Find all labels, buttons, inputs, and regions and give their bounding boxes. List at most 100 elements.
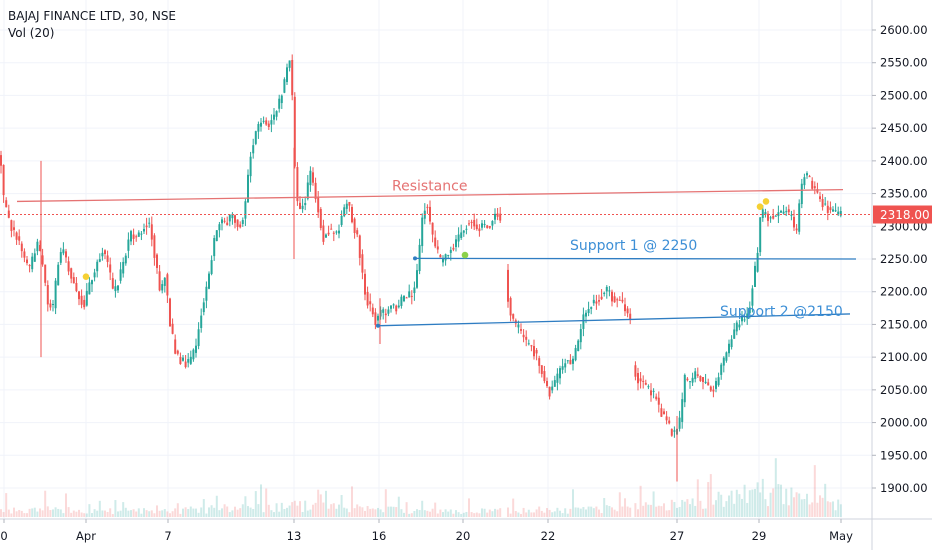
- volume-bar: [0, 509, 2, 517]
- annotation-label: Support 1 @ 2250: [570, 238, 697, 254]
- volume-bar: [122, 502, 125, 517]
- candle-body: [587, 309, 590, 314]
- volume-bar: [780, 484, 782, 517]
- candle-body: [41, 255, 44, 265]
- volume-bar: [187, 509, 190, 517]
- volume-bar: [764, 499, 767, 517]
- price-tick-label: 2350.00: [880, 187, 928, 201]
- price-axis[interactable]: 1900.00 1950.00 2000.00 2050.00 2100.00 2150.…: [872, 23, 928, 495]
- candle-body: [104, 250, 106, 255]
- candle-body: [691, 377, 694, 383]
- candle-body: [161, 284, 164, 291]
- price-tick-label: 2250.00: [880, 252, 928, 266]
- volume-bar: [707, 482, 710, 517]
- price-tick-label: 2150.00: [880, 317, 928, 331]
- volume-bar: [824, 483, 827, 517]
- candle-body: [699, 376, 702, 382]
- candle-body: [390, 305, 392, 309]
- candle-body: [525, 336, 528, 340]
- volume-bar: [566, 513, 569, 517]
- volume-bar: [512, 498, 515, 517]
- candle-body: [254, 131, 257, 144]
- volume-bar: [161, 510, 164, 517]
- volume-bar: [83, 513, 86, 517]
- candle-body: [18, 236, 21, 241]
- volume-bar: [655, 506, 658, 517]
- volume-bar: [265, 488, 268, 517]
- candle-body: [93, 272, 96, 278]
- candle-body: [15, 232, 18, 240]
- volume-bar: [525, 512, 528, 517]
- volume-bar: [260, 484, 262, 517]
- volume-bar: [254, 491, 257, 517]
- candle-body: [20, 243, 23, 252]
- price-tick-label: 2400.00: [880, 154, 928, 168]
- volume-bar: [132, 509, 135, 517]
- volume-bar: [353, 508, 356, 517]
- volume-bar: [278, 511, 281, 517]
- volume-bar: [252, 508, 255, 517]
- volume-bars: [0, 458, 842, 517]
- volume-indicator-label[interactable]: Vol (20): [8, 26, 55, 40]
- time-tick-label: 20: [456, 529, 471, 543]
- volume-bar: [611, 507, 613, 517]
- candle-body: [384, 313, 387, 316]
- volume-bar: [455, 510, 457, 517]
- volume-bar: [234, 506, 236, 517]
- volume-bar: [569, 508, 572, 517]
- volume-bar: [413, 510, 416, 517]
- candle-body: [382, 309, 385, 313]
- candle-body: [655, 396, 658, 400]
- candle-body: [543, 371, 546, 382]
- volume-bar: [343, 507, 346, 517]
- volume-bar: [332, 503, 335, 517]
- candle-body: [387, 309, 390, 314]
- volume-bar: [423, 510, 426, 517]
- volume-bar: [127, 510, 130, 517]
- volume-bar: [39, 508, 41, 517]
- volume-bar: [673, 502, 676, 517]
- candle-body: [10, 220, 13, 231]
- volume-bar: [582, 507, 585, 517]
- candle-body: [260, 122, 262, 127]
- volume-bar: [774, 458, 777, 517]
- candle-body: [395, 305, 398, 312]
- time-tick-label: 29: [752, 529, 767, 543]
- candle-body: [166, 274, 169, 296]
- volume-bar: [174, 508, 177, 517]
- candle-body: [366, 291, 369, 306]
- time-tick-label: 16: [372, 529, 387, 543]
- candle-body: [364, 273, 366, 295]
- candle-body: [564, 363, 567, 368]
- candle-body: [127, 239, 130, 251]
- candle-body: [322, 225, 325, 242]
- volume-bar: [806, 493, 808, 517]
- volume-bar: [585, 509, 587, 517]
- candle-body: [345, 203, 348, 209]
- candle-body: [49, 303, 52, 308]
- volume-bar: [226, 506, 229, 517]
- candle-body: [785, 211, 788, 213]
- volume-bar: [733, 503, 736, 517]
- time-axis[interactable]: 0 Apr 7 13 16 20 22 27 29 May: [0, 519, 853, 543]
- volume-bar: [304, 500, 307, 517]
- candle-body: [101, 252, 104, 257]
- candle-body: [533, 346, 535, 357]
- candle-body: [356, 230, 359, 235]
- volume-bar: [221, 508, 223, 517]
- volume-bar: [712, 504, 715, 517]
- volume-bar: [800, 499, 803, 517]
- volume-bar: [5, 493, 8, 517]
- candle-body: [509, 298, 512, 316]
- candle-body: [83, 299, 86, 308]
- candle-body: [158, 271, 161, 291]
- candle-body: [520, 329, 522, 331]
- volume-bar: [746, 502, 749, 517]
- volume-bar: [717, 491, 720, 517]
- candle-body: [798, 203, 801, 232]
- volume-bar: [247, 506, 249, 517]
- volume-bar: [397, 496, 400, 517]
- volume-bar: [195, 508, 197, 517]
- volume-bar: [202, 499, 205, 517]
